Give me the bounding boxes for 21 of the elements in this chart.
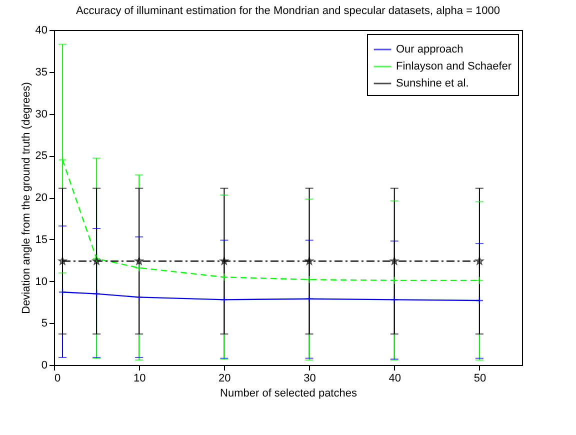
x-tick-label: 40	[388, 372, 401, 384]
y-tick-label: 40	[35, 24, 48, 36]
legend-label: Sunshine et al.	[396, 78, 469, 90]
y-tick-label: 0	[41, 360, 48, 372]
y-tick-label: 25	[35, 150, 48, 162]
legend-label: Finlayson and Schaefer	[396, 60, 512, 72]
x-tick-label: 0	[54, 372, 61, 384]
x-tick-label: 10	[133, 372, 146, 384]
chart-title: Accuracy of illuminant estimation for the Mondrian and specular datasets, alpha = 1000	[76, 5, 500, 17]
x-tick-label: 20	[218, 372, 231, 384]
x-axis-title: Number of selected patches	[220, 388, 358, 400]
legend-label: Our approach	[396, 44, 464, 56]
x-tick-label: 50	[474, 372, 486, 384]
y-tick-label: 20	[35, 192, 48, 204]
y-tick-label: 30	[35, 108, 48, 120]
y-axis-title: Deviation angle from the ground truth (degrees)	[20, 82, 32, 314]
y-tick-label: 15	[35, 234, 48, 246]
x-tick-label: 30	[304, 372, 316, 384]
y-tick-label: 10	[35, 276, 48, 288]
y-tick-label: 5	[41, 318, 48, 330]
y-tick-label: 35	[35, 66, 48, 78]
